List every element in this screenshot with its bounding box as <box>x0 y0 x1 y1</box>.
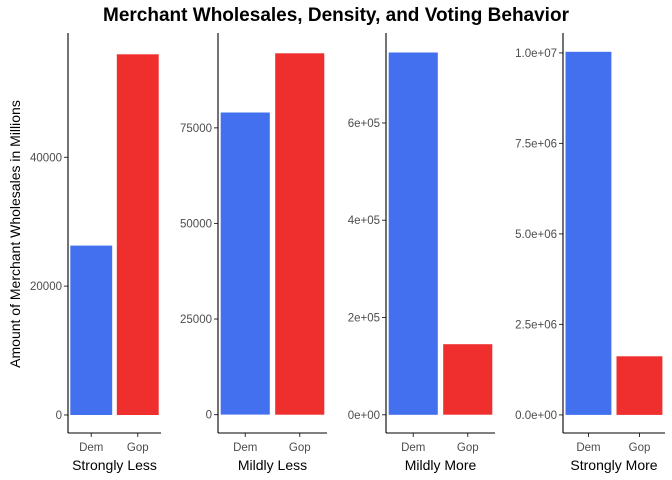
y-tick-label: 2.5e+06 <box>515 319 557 331</box>
bar-gop-panel-2 <box>275 53 325 415</box>
panel-2: Dem Gop 0 25000 50000 75000 Mildly Less <box>180 33 327 473</box>
bar-dem-panel-4 <box>565 51 612 415</box>
y-tick-label: 20000 <box>30 281 62 293</box>
y-tick-label: 2e+05 <box>348 312 380 324</box>
x-tick-label: Dem <box>79 442 103 454</box>
panel-label: Strongly More <box>570 457 657 473</box>
y-tick-label: 25000 <box>180 314 212 326</box>
y-tick-label: 0 <box>56 410 62 422</box>
y-tick-label: 7.5e+06 <box>515 138 557 150</box>
x-tick-label: Gop <box>127 442 149 454</box>
y-tick-label: 6e+05 <box>348 118 380 130</box>
bar-dem-panel-3 <box>388 52 438 415</box>
x-tick-label: Dem <box>233 442 257 454</box>
y-tick-label: 1.0e+07 <box>515 48 557 60</box>
bar-gop-panel-3 <box>443 344 493 415</box>
y-tick-label: 40000 <box>30 152 62 164</box>
x-tick-label: Gop <box>629 442 651 454</box>
panel-4: Dem Gop 0.0e+00 2.5e+06 5.0e+06 7.5e+06 1.0e+0… <box>515 33 665 473</box>
x-tick-label: Dem <box>401 442 425 454</box>
panel-label: Mildly More <box>405 457 477 473</box>
y-tick-label: 5.0e+06 <box>515 229 557 241</box>
bar-gop-panel-1 <box>116 54 159 416</box>
y-tick-label: 50000 <box>180 218 212 230</box>
y-tick-label: 75000 <box>180 123 212 135</box>
y-tick-label: 0.0e+00 <box>515 410 557 422</box>
bar-dem-panel-1 <box>70 245 113 415</box>
y-axis-label: Amount of Merchant Wholesales in Million… <box>7 100 23 368</box>
x-tick-label: Gop <box>289 442 311 454</box>
panels-group: Dem Gop 0 20000 40000 Strongly Less Dem Gop 0 250… <box>30 33 665 473</box>
panel-1: Dem Gop 0 20000 40000 Strongly Less <box>30 33 161 473</box>
y-tick-label: 0e+00 <box>348 410 380 422</box>
panel-3: Dem Gop 0e+00 2e+05 4e+05 6e+05 Mildly More <box>348 33 495 473</box>
bar-dem-panel-2 <box>220 112 270 415</box>
y-tick-label: 0 <box>206 410 212 422</box>
bar-gop-panel-4 <box>616 356 663 415</box>
x-tick-label: Gop <box>457 442 479 454</box>
panel-label: Strongly Less <box>72 457 157 473</box>
chart-title: Merchant Wholesales, Density, and Voting… <box>103 5 570 26</box>
y-tick-label: 4e+05 <box>348 215 380 227</box>
x-tick-label: Dem <box>576 442 600 454</box>
panel-label: Mildly Less <box>238 457 307 473</box>
